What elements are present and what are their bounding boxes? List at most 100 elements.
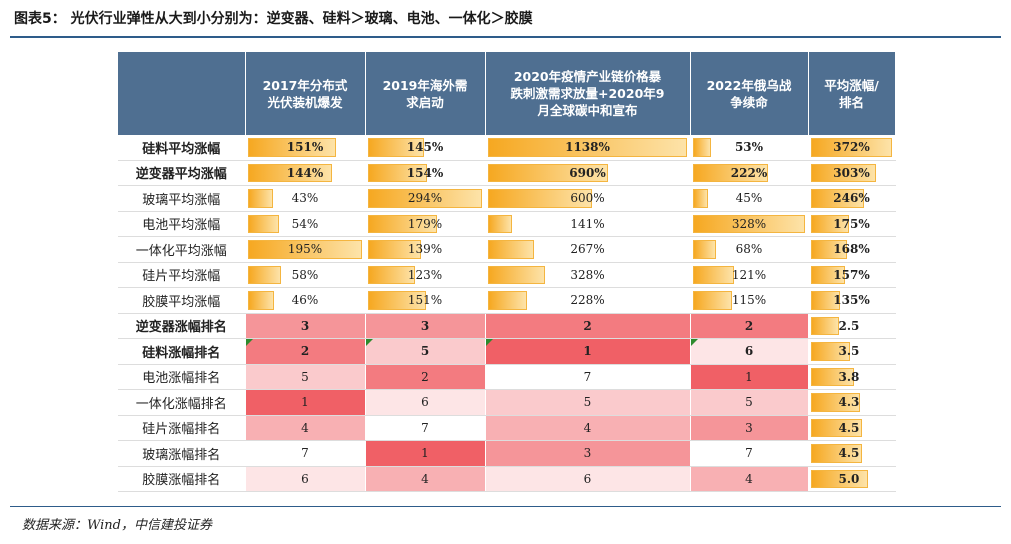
cell-text: 58% [291, 267, 319, 282]
data-bar [810, 138, 892, 157]
rule [10, 36, 1001, 38]
data-bar [692, 291, 732, 310]
cell: 2 [485, 313, 691, 339]
cell-text: 1138% [565, 140, 610, 155]
cell-text: 4 [583, 420, 592, 435]
data-bar [692, 189, 708, 208]
data-bar [487, 163, 609, 182]
data-bar [367, 214, 437, 233]
cell: 222% [690, 160, 809, 186]
table-row: 硅片涨幅排名 4 7 4 3 4.5 [118, 415, 896, 441]
table-body: 硅料平均涨幅 151% 145% 1138% 53% 372% 逆变器平均涨幅 144% 154… [118, 135, 896, 492]
cell-text: 123% [407, 267, 443, 282]
cell-text: 4.3 [838, 395, 860, 410]
header-cell: 2017年分布式 光伏装机爆发 [245, 52, 366, 135]
cell-text: 151% [286, 140, 324, 155]
data-bar [810, 469, 868, 488]
cell: 54% [245, 211, 366, 237]
cell: 45% [690, 185, 809, 212]
cell: 4.5 [808, 415, 896, 441]
cell: 168% [808, 236, 896, 263]
data-bar [692, 265, 734, 284]
cell-text: 1 [301, 395, 309, 410]
row-label: 玻璃涨幅排名 [118, 440, 246, 467]
data-bar [810, 265, 845, 284]
cell: 1 [690, 364, 809, 390]
cell-text: 141% [570, 216, 605, 231]
cell-text: 135% [833, 293, 870, 308]
cell-text: 168% [833, 242, 870, 257]
cell-text: 6 [583, 471, 592, 486]
row-label: 电池涨幅排名 [118, 364, 246, 390]
cell: 6 [485, 466, 691, 492]
cell: 121% [690, 262, 809, 288]
cell: 151% [245, 135, 366, 161]
data-bar [487, 189, 593, 208]
cell-text: 7 [301, 446, 309, 461]
cell-text: 45% [735, 191, 763, 206]
cell-text: 2.5 [838, 318, 860, 333]
cell: 154% [365, 160, 486, 186]
cell-text: 228% [570, 293, 605, 308]
data-bar [367, 240, 422, 259]
data-bar [810, 393, 860, 412]
cell-text: 372% [833, 140, 870, 155]
table: 2017年分布式 光伏装机爆发 2019年海外需 求启动 2020年疫情产业链价格暴… [118, 52, 896, 492]
data-bar [692, 214, 805, 233]
cell: 4 [690, 466, 809, 492]
table-row: 胶膜涨幅排名 6 4 6 4 5.0 [118, 466, 896, 492]
cell-text: 54% [291, 216, 319, 231]
cell-text: 3 [745, 420, 753, 435]
cell-text: 4 [745, 471, 753, 486]
data-bar [810, 342, 851, 361]
data-bar [487, 138, 687, 157]
cell-text: 690% [569, 165, 606, 180]
cell: 5.0 [808, 466, 896, 492]
cell-text: 3 [420, 318, 430, 333]
row-label: 硅料平均涨幅 [118, 135, 246, 161]
cell: 5 [245, 364, 366, 390]
data-bar [247, 189, 273, 208]
data-bar [247, 240, 362, 259]
cell: 372% [808, 135, 896, 161]
data-bar [367, 291, 427, 310]
cell: 7 [690, 440, 809, 467]
cell: 2 [365, 364, 486, 390]
cell-text: 4 [421, 471, 429, 486]
corner-marker [245, 339, 253, 346]
header-cell: 平均涨幅/ 排名 [808, 52, 896, 135]
cell-text: 3.8 [838, 369, 860, 384]
table-row: 电池平均涨幅 54% 179% 141% 328% 175% [118, 211, 896, 237]
table-row: 电池涨幅排名 5 2 7 1 3.8 [118, 364, 896, 390]
cell-text: 222% [730, 165, 768, 180]
row-label: 硅料涨幅排名 [118, 338, 246, 365]
cell: 53% [690, 135, 809, 161]
cell: 115% [690, 287, 809, 314]
corner-marker [485, 339, 493, 346]
cell: 151% [365, 287, 486, 314]
cell: 141% [485, 211, 691, 237]
cell-text: 328% [570, 267, 605, 282]
cell-text: 154% [406, 165, 444, 180]
table-row: 胶膜平均涨幅 46% 151% 228% 115% 135% [118, 287, 896, 314]
data-bar [810, 163, 877, 182]
cell-text: 179% [407, 216, 443, 231]
corner-marker [365, 339, 373, 346]
rule [10, 506, 1001, 507]
data-bar [247, 214, 280, 233]
data-bar [810, 444, 862, 463]
cell: 3 [245, 313, 366, 339]
cell: 195% [245, 236, 366, 263]
cell: 4 [365, 466, 486, 492]
cell-text: 175% [833, 216, 870, 231]
row-label: 一体化涨幅排名 [118, 389, 246, 416]
cell: 328% [690, 211, 809, 237]
data-bar [692, 138, 711, 157]
cell-text: 195% [287, 242, 323, 257]
data-bar [810, 214, 849, 233]
cell-text: 157% [833, 267, 870, 282]
data-bar [487, 291, 528, 310]
cell-text: 1 [745, 369, 753, 384]
cell-text: 2 [744, 318, 754, 333]
